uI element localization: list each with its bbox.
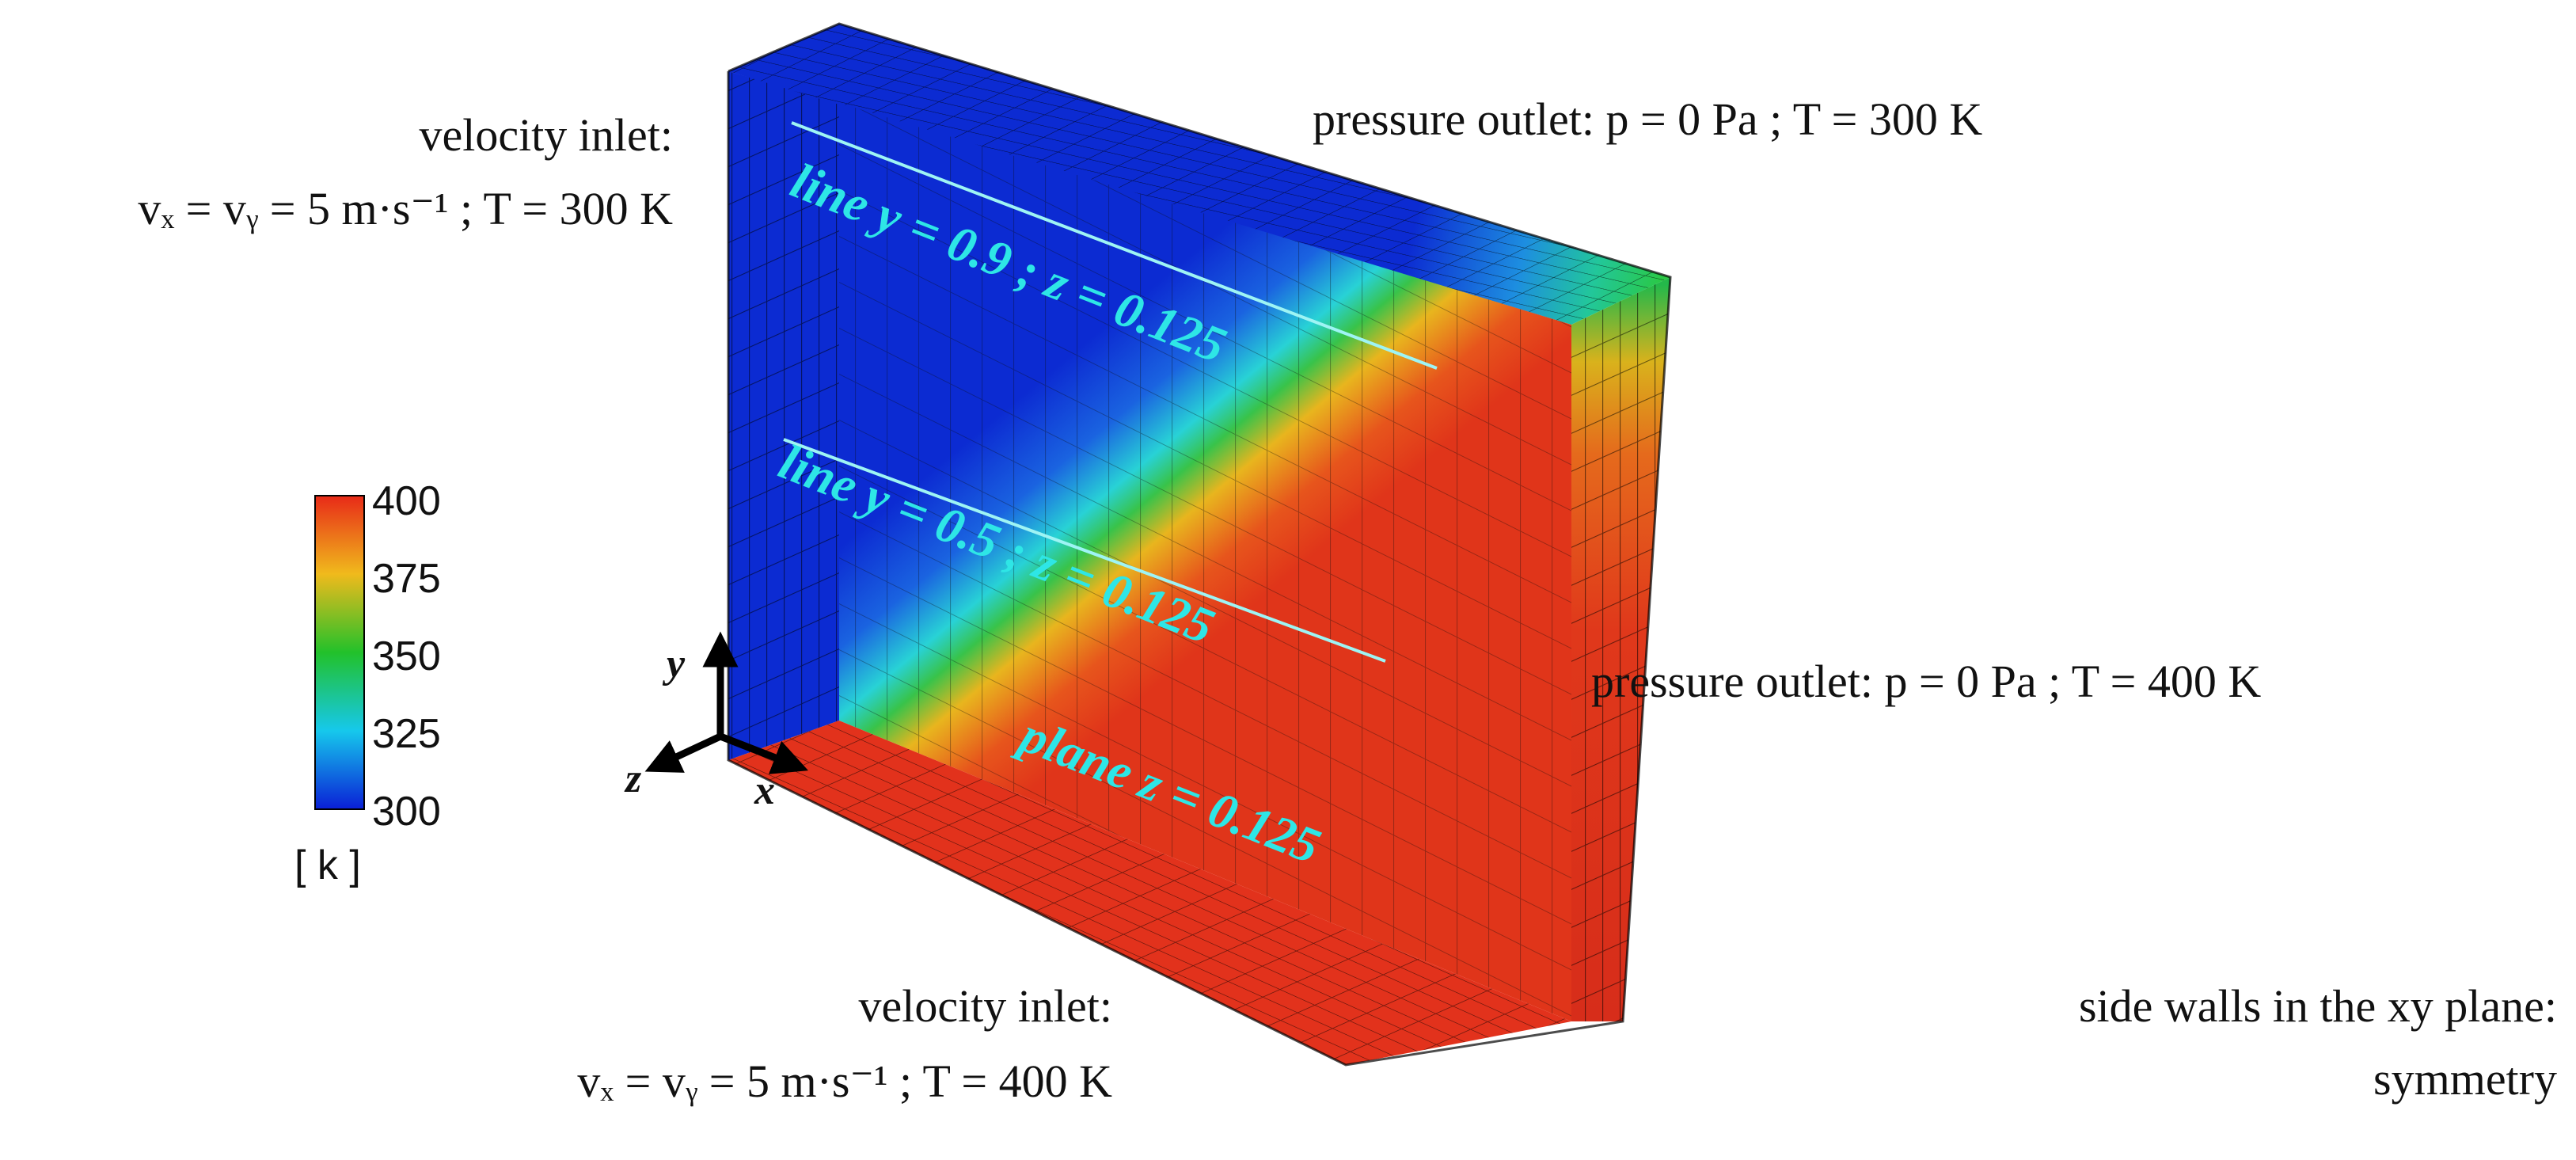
mid-right-outlet: pressure outlet: p = 0 Pa ; T = 400 K — [1591, 656, 2261, 707]
plane-z-face-mesh — [839, 103, 1571, 1021]
colorbar-unit: [ k ] — [294, 842, 361, 888]
bottom-left-inlet-value: vₓ = vᵧ = 5 m·s⁻¹ ; T = 400 K — [577, 1055, 1112, 1107]
colorbar-tick-350: 350 — [372, 633, 441, 679]
symmetry-label: symmetry — [2373, 1053, 2557, 1105]
computational-domain — [727, 22, 1672, 1067]
probe-line-mid — [783, 438, 1386, 663]
colorbar-tick-300: 300 — [372, 789, 441, 835]
top-left-inlet-value: vₓ = vᵧ = 5 m·s⁻¹ ; T = 300 K — [138, 183, 673, 234]
top-right-outlet: pressure outlet: p = 0 Pa ; T = 300 K — [1313, 93, 1982, 145]
x-axis-arrow — [719, 732, 808, 774]
bottom-left-inlet-title: velocity inlet: — [858, 980, 1112, 1032]
colorbar-tick-400: 400 — [372, 478, 441, 524]
right-outlet-face-mesh — [1571, 277, 1670, 1021]
x-axis-label: x — [754, 768, 775, 813]
z-axis-arrow — [644, 732, 722, 773]
probe-line-top — [791, 121, 1438, 370]
colorbar-tick-375: 375 — [372, 556, 441, 602]
top-outlet-face-mesh — [728, 24, 1670, 325]
y-axis-label: y — [662, 641, 686, 686]
left-inlet-face-mesh — [728, 71, 839, 760]
z-axis-label: z — [624, 756, 642, 801]
side-walls-label: side walls in the xy plane: — [2079, 980, 2557, 1032]
colorbar-tick-325: 325 — [372, 711, 441, 757]
bottom-inlet-face-mesh — [728, 721, 1571, 1065]
top-left-inlet-title: velocity inlet: — [419, 109, 673, 161]
temperature-colorbar: 400 375 350 325 300 [ k ] — [294, 478, 441, 888]
colorbar-ramp — [314, 495, 365, 810]
domain-outline — [727, 22, 1672, 1067]
